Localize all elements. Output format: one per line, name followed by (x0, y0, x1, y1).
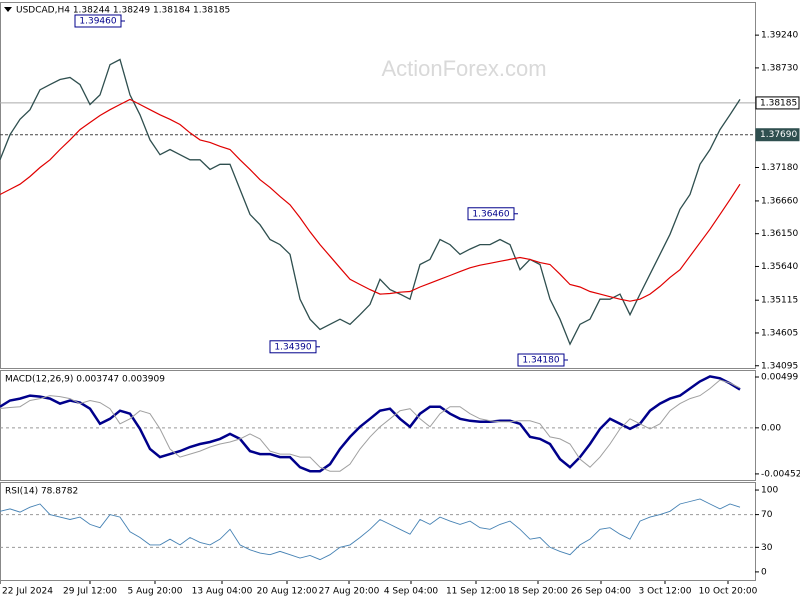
y-tick-label: 1.36150 (761, 229, 798, 239)
y-tick-label: 1.38730 (761, 63, 798, 73)
series-line (0, 379, 741, 472)
series-line (0, 498, 741, 561)
rsi-title: RSI(14) 78.8782 (5, 487, 78, 497)
y-tick-label: 0.00499 (761, 373, 798, 383)
x-tick-label: 20 Aug 12:00 (257, 587, 318, 597)
y-tick-label: -0.004522 (761, 469, 800, 479)
price-level-box (755, 96, 800, 110)
y-tick-label: 1.35115 (761, 296, 798, 306)
macd-pane (0, 370, 756, 481)
x-tick-label: 10 Oct 20:00 (699, 587, 758, 597)
x-tick-label: 4 Sep 04:00 (384, 587, 439, 597)
x-tick-label: 27 Aug 20:00 (319, 587, 380, 597)
y-tick-label: 0.00 (761, 423, 781, 433)
series-line (0, 98, 741, 302)
series-line (0, 58, 741, 346)
x-tick-label: 13 Aug 04:00 (192, 587, 253, 597)
x-tick-label: 18 Sep 20:00 (508, 587, 568, 597)
y-tick-label: 1.34095 (761, 361, 798, 371)
y-tick-label: 1.39240 (761, 31, 798, 41)
y-tick-label: 1.37180 (761, 163, 798, 173)
price-level-label: 1.38185 (760, 98, 797, 108)
y-tick-label: 1.35640 (761, 262, 798, 272)
chart-title: USDCAD,H4 1.38244 1.38249 1.38184 1.3818… (16, 6, 230, 16)
x-tick-label: 26 Sep 04:00 (571, 587, 631, 597)
y-tick-label: 0 (761, 567, 767, 577)
x-tick-label: 5 Aug 20:00 (128, 587, 183, 597)
price-level-box (755, 128, 800, 142)
series-line (0, 375, 741, 473)
y-tick-label: 70 (761, 510, 773, 520)
x-tick-label: 22 Jul 2024 (2, 587, 53, 597)
x-tick-label: 3 Oct 12:00 (639, 587, 692, 597)
annotation-label: 1.34180 (522, 356, 559, 366)
watermark: ActionForex.com (381, 56, 546, 81)
y-tick-label: 100 (761, 486, 778, 496)
price-pane (0, 2, 756, 369)
annotation-label: 1.34390 (274, 342, 311, 352)
macd-title: MACD(12,26,9) 0.003747 0.003909 (5, 375, 165, 385)
x-tick-label: 11 Sep 12:00 (446, 587, 506, 597)
menu-icon (4, 7, 12, 12)
annotation-label: 1.39460 (79, 16, 116, 26)
rsi-pane (0, 482, 756, 581)
y-tick-label: 30 (761, 543, 773, 553)
y-tick-label: 1.36660 (761, 196, 798, 206)
annotation-label: 1.36460 (472, 209, 509, 219)
price-level-label: 1.37690 (760, 130, 797, 140)
x-tick-label: 29 Jul 12:00 (63, 587, 117, 597)
y-tick-label: 1.34605 (761, 328, 798, 338)
